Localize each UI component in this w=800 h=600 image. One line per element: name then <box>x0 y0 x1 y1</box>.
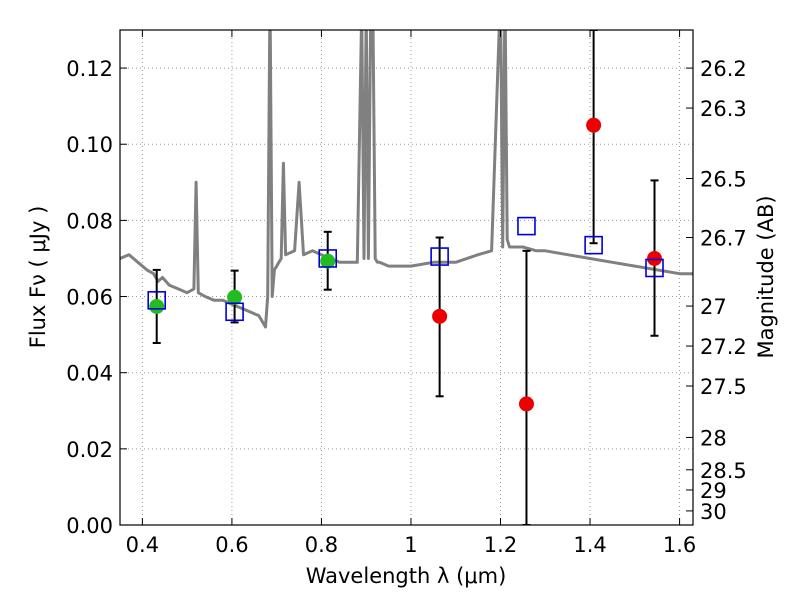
data-point <box>647 250 663 266</box>
model-photometry-square <box>645 258 664 278</box>
model-photometry-square <box>430 247 449 266</box>
magnitude-tick-label: 26.2 <box>700 57 747 81</box>
y-axis-ticks: 0.00 0.02 0.04 0.06 0.08 0.10 0.12 <box>66 57 127 538</box>
x-axis-label: Wavelength λ (μm) <box>306 564 507 588</box>
model-photometry-square <box>225 302 244 322</box>
magnitude-axis-label: Magnitude (AB) <box>754 195 778 358</box>
y-tick-label: 0.08 <box>66 209 113 233</box>
magnitude-tick-label: 28 <box>700 426 727 450</box>
plot-frame <box>119 29 694 526</box>
y-axis-label: Flux Fν ( μJy ) <box>26 206 50 349</box>
data-point <box>227 289 243 305</box>
grid <box>120 30 693 526</box>
magnitude-tick-label: 26.5 <box>700 168 747 192</box>
model-photometry-square <box>147 291 167 310</box>
magnitude-tick-label: 28.5 <box>700 459 747 483</box>
x-tick-label: 0.4 <box>126 533 159 557</box>
magnitude-tick-label: 29 <box>700 479 727 503</box>
magnitude-tick-label: 27.2 <box>700 335 747 359</box>
x-tick-label: 1.4 <box>573 533 606 557</box>
data-point <box>149 298 165 314</box>
x-tick-label: 1.6 <box>663 533 696 557</box>
magnitude-tick-label: 27.5 <box>700 375 747 399</box>
magnitude-tick-label: 27 <box>700 295 727 319</box>
x-tick-label: 0.8 <box>305 533 338 557</box>
magnitude-tick-label: 26.7 <box>700 227 747 251</box>
data-point <box>320 253 336 269</box>
x-tick-label: 0.6 <box>215 533 248 557</box>
data-point <box>586 117 602 133</box>
y-tick-label: 0.00 <box>66 514 113 538</box>
y-tick-label: 0.06 <box>66 286 113 310</box>
data-markers <box>147 117 664 412</box>
y-tick-label: 0.12 <box>66 57 113 81</box>
y-tick-label: 0.04 <box>66 362 113 386</box>
data-point <box>432 308 448 324</box>
magnitude-tick-label: 30 <box>700 500 727 524</box>
magnitude-tick-label: 26.3 <box>700 97 747 121</box>
y-tick-label: 0.10 <box>66 133 113 157</box>
model-photometry-square <box>517 216 536 236</box>
x-axis-ticks: 0.4 0.6 0.8 1 1.2 1.4 1.6 <box>126 30 696 557</box>
model-photometry-square <box>584 235 603 255</box>
data-point <box>518 396 534 412</box>
x-tick-label: 1.2 <box>484 533 517 557</box>
model-photometry-square <box>318 249 338 268</box>
x-tick-label: 1 <box>404 533 417 557</box>
y-tick-label: 0.02 <box>66 438 113 462</box>
